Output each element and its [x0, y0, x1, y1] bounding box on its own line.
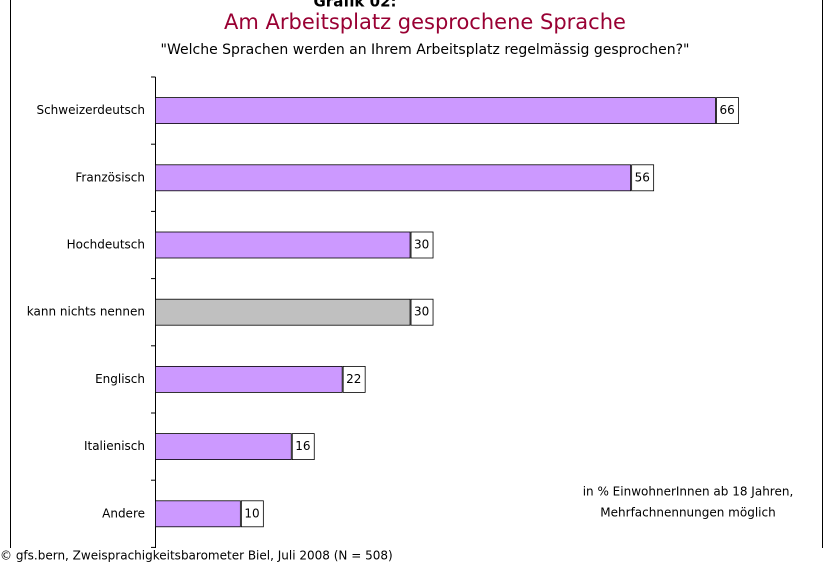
y-tick-label: Andere [102, 506, 145, 520]
value-label: 66 [720, 103, 735, 117]
y-tick-label: Italienisch [84, 439, 145, 453]
bar [155, 164, 632, 192]
value-label-box [716, 97, 739, 124]
value-label-box [240, 500, 264, 528]
y-tick-label: Hochdeutsch [67, 238, 145, 252]
bar [155, 500, 241, 528]
chart-subtitle: "Welche Sprachen werden an Ihrem Arbeits… [161, 42, 690, 58]
annotation: Mehrfachnennungen möglich [600, 506, 775, 520]
chart-title: Am Arbeitsplatz gesprochene Sprache [224, 10, 626, 34]
bar [155, 298, 411, 326]
value-label: 30 [414, 238, 429, 252]
value-label-box [410, 231, 434, 259]
value-label: 30 [414, 305, 429, 319]
y-tick-label: kann nichts nennen [27, 305, 145, 319]
value-label-box [291, 433, 315, 461]
value-label: 22 [346, 372, 361, 386]
value-label: 56 [635, 170, 650, 184]
value-label-box [342, 365, 366, 393]
bar [155, 365, 343, 393]
annotation: in % EinwohnerInnen ab 18 Jahren, [583, 485, 794, 499]
bar [155, 433, 292, 461]
bar [155, 231, 411, 259]
value-label: 10 [244, 506, 259, 520]
y-tick-label: Französisch [75, 170, 145, 184]
value-label: 16 [295, 439, 310, 453]
y-tick-label: Schweizerdeutsch [36, 103, 145, 117]
value-label-box [410, 298, 434, 326]
bar [155, 97, 716, 124]
value-label-box [631, 164, 655, 192]
y-tick-label: Englisch [95, 372, 145, 386]
heading: Grafik 02: [313, 0, 396, 11]
footer: © gfs.bern, Zweisprachigkeitsbarometer B… [0, 549, 393, 563]
